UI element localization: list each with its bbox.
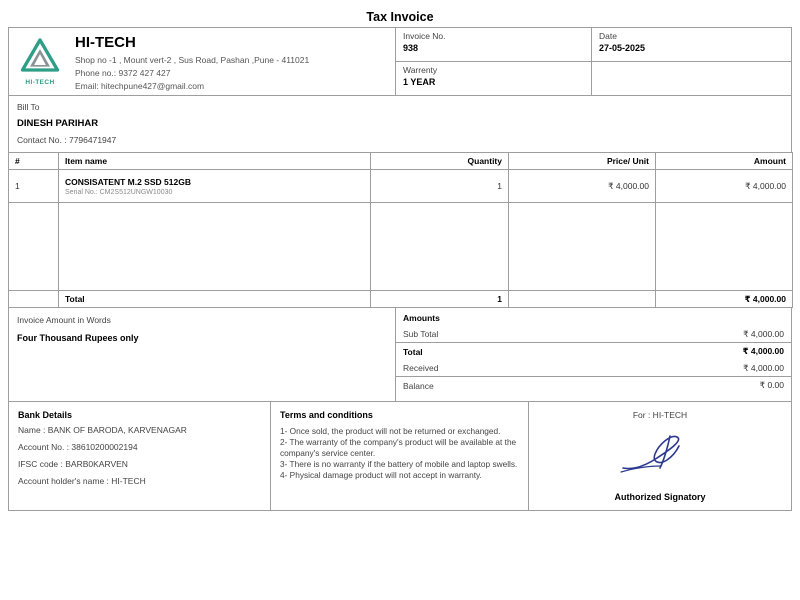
terms-title: Terms and conditions: [280, 410, 373, 420]
logo-wordmark: HI-TECH: [25, 79, 55, 86]
item-quantity: 1: [370, 169, 509, 203]
balance-label: Balance: [403, 380, 434, 391]
amounts-header: Amounts: [396, 310, 791, 326]
total-empty-sr: [8, 290, 59, 308]
received-label: Received: [403, 363, 439, 373]
terms-item-1: 1- Once sold, the product will not be re…: [280, 426, 501, 436]
customer-contact: Contact No. : 7796471947: [17, 135, 117, 145]
amount-in-words-block: Invoice Amount in Words Four Thousand Ru…: [9, 308, 396, 401]
bank-account-holder: Account holder's name : HI-TECH: [18, 476, 146, 486]
warranty-label: Warrenty: [403, 65, 438, 75]
signatory-block: For : HI-TECH Authorized Signatory: [529, 402, 791, 510]
empty-filler-row: [8, 202, 793, 291]
invoice-meta-grid: Invoice No. 938 Date 27-05-2025 Warrenty…: [396, 28, 791, 95]
company-address: Shop no -1 , Mount vert-2 , Sus Road, Pa…: [75, 55, 310, 65]
company-phone: Phone no.: 9372 427 427: [75, 68, 171, 78]
bank-details-block: Bank Details Name : BANK OF BARODA, KARV…: [9, 402, 271, 510]
bank-account-number: Account No. : 38610200002194: [18, 442, 138, 452]
total-label: Total: [58, 290, 371, 308]
terms-item-3: 3- There is no warranty if the battery o…: [280, 459, 518, 469]
header-item-name: Item name: [58, 152, 371, 170]
item-serial-number: Serial No.: CM2S512UNGW10030: [65, 188, 173, 196]
table-total-row: Total 1 ₹ 4,000.00: [8, 290, 793, 308]
item-cell: CONSISATENT M.2 SSD 512GB Serial No.: CM…: [58, 169, 371, 203]
customer-name: DINESH PARIHAR: [17, 118, 99, 129]
invoice-document: HI-TECH HI-TECH Shop no -1 , Mount vert-…: [8, 27, 793, 511]
grand-total-row: Total ₹ 4,000.00: [396, 342, 791, 360]
received-row: Received ₹ 4,000.00: [396, 360, 791, 376]
invoice-date-cell: Date 27-05-2025: [591, 28, 791, 62]
subtotal-label: Sub Total: [403, 329, 439, 339]
warranty-value: 1 YEAR: [403, 77, 436, 87]
header-price-unit: Price/ Unit: [508, 152, 656, 170]
amount-words-label: Invoice Amount in Words: [17, 315, 111, 325]
terms-item-4: 4- Physical damage product will not acce…: [280, 470, 482, 480]
item-sr: 1: [8, 169, 59, 203]
company-name: HI-TECH: [75, 34, 136, 51]
footer-section: Bank Details Name : BANK OF BARODA, KARV…: [8, 401, 792, 511]
header-section: HI-TECH HI-TECH Shop no -1 , Mount vert-…: [8, 27, 792, 96]
item-amount: ₹ 4,000.00: [655, 169, 793, 203]
empty-cell-amount: [655, 202, 793, 291]
meta-empty-cell: [591, 62, 791, 95]
table-row: 1 CONSISATENT M.2 SSD 512GB Serial No.: …: [8, 169, 793, 203]
company-block: HI-TECH HI-TECH Shop no -1 , Mount vert-…: [9, 28, 396, 95]
bill-to-label: Bill To: [17, 102, 40, 112]
header-serial-no: #: [8, 152, 59, 170]
page-title: Tax Invoice: [366, 10, 434, 24]
item-price: ₹ 4,000.00: [508, 169, 656, 203]
bank-name: Name : BANK OF BARODA, KARVENAGAR: [18, 425, 187, 435]
bill-to-section: Bill To DINESH PARIHAR Contact No. : 779…: [8, 95, 792, 153]
empty-cell-price: [508, 202, 656, 291]
bank-ifsc-code: IFSC code : BARB0KARVEN: [18, 459, 128, 469]
subtotal-row: Sub Total ₹ 4,000.00: [396, 326, 791, 342]
company-info: HI-TECH Shop no -1 , Mount vert-2 , Sus …: [75, 33, 387, 91]
invoice-date-label: Date: [599, 31, 617, 41]
grand-total-value: ₹ 4,000.00: [742, 346, 784, 356]
items-table-header-row: # Item name Quantity Price/ Unit Amount: [8, 152, 793, 170]
amounts-summary-block: Amounts Sub Total ₹ 4,000.00 Total ₹ 4,0…: [396, 308, 791, 401]
header-quantity: Quantity: [370, 152, 509, 170]
company-email: Email: hitechpune427@gmail.com: [75, 81, 205, 91]
terms-item-2: 2- The warranty of the company's product…: [280, 437, 517, 458]
amounts-title: Amounts: [403, 313, 440, 323]
empty-cell-qty: [370, 202, 509, 291]
terms-block: Terms and conditions 1- Once sold, the p…: [271, 402, 529, 510]
authorized-signatory-label: Authorized Signatory: [614, 492, 706, 502]
amount-words-value: Four Thousand Rupees only: [17, 333, 139, 343]
invoice-number-label: Invoice No.: [403, 31, 446, 41]
item-name: CONSISATENT M.2 SSD 512GB: [65, 176, 191, 187]
signatory-for-label: For : HI-TECH: [632, 410, 688, 420]
empty-cell-item: [58, 202, 371, 291]
header-amount: Amount: [655, 152, 793, 170]
total-quantity: 1: [370, 290, 509, 308]
bank-details-title: Bank Details: [18, 410, 73, 420]
invoice-number-value: 938: [403, 43, 419, 53]
grand-total-label: Total: [403, 346, 423, 357]
words-amounts-section: Invoice Amount in Words Four Thousand Ru…: [8, 307, 792, 402]
balance-row: Balance ₹ 0.00: [396, 376, 791, 394]
balance-value: ₹ 0.00: [759, 380, 784, 390]
subtotal-value: ₹ 4,000.00: [743, 328, 784, 339]
total-amount: ₹ 4,000.00: [655, 290, 793, 308]
received-value: ₹ 4,000.00: [743, 362, 784, 373]
invoice-date-value: 27-05-2025: [599, 43, 646, 53]
company-logo: HI-TECH: [17, 33, 63, 90]
hitech-triangle-logo-icon: [20, 38, 60, 77]
items-table: # Item name Quantity Price/ Unit Amount …: [8, 152, 793, 308]
total-empty-price: [508, 290, 656, 308]
signature-image: [529, 428, 791, 485]
empty-cell-sr: [8, 202, 59, 291]
warranty-cell: Warrenty 1 YEAR: [396, 62, 591, 95]
invoice-number-cell: Invoice No. 938: [396, 28, 591, 62]
